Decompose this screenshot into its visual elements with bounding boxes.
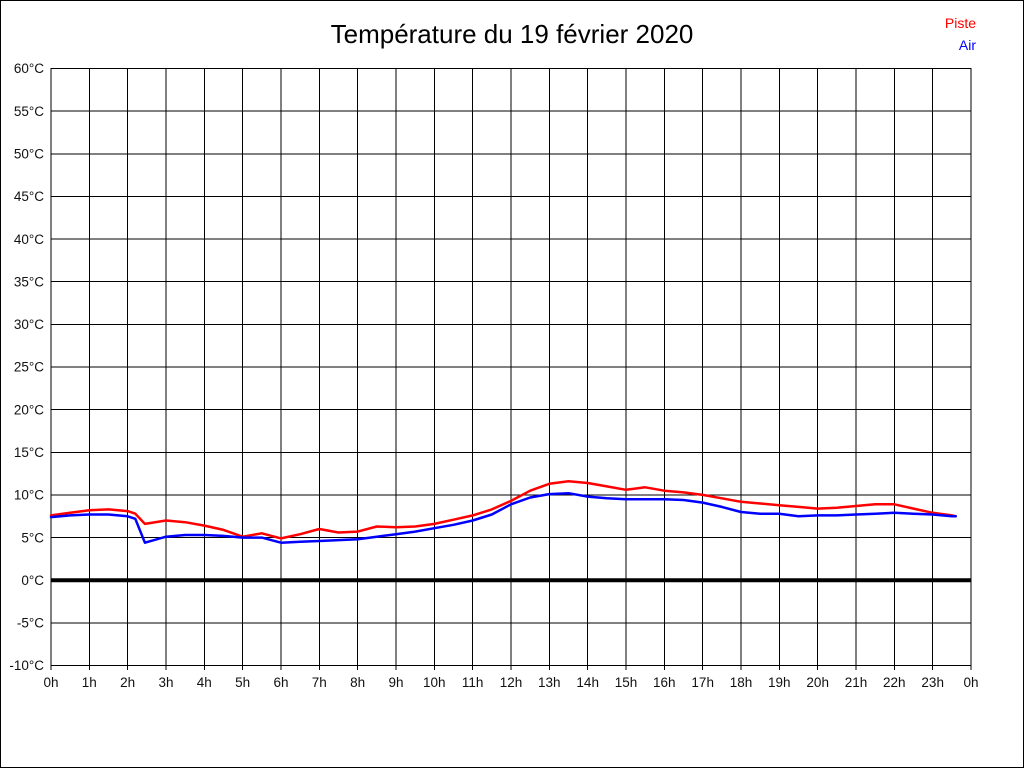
x-tick-label: 19h (768, 675, 791, 690)
x-tick-label: 3h (158, 675, 173, 690)
x-tick-label: 23h (921, 675, 944, 690)
x-tick-label: 2h (120, 675, 135, 690)
chart-legend: Piste Air (945, 12, 976, 56)
y-tick-label: 0°C (21, 573, 44, 588)
legend-label-air: Air (958, 37, 976, 53)
x-tick-label: 20h (806, 675, 829, 690)
x-tick-label: 7h (312, 675, 327, 690)
y-tick-label: 15°C (14, 445, 44, 460)
plot-border (50, 68, 972, 666)
y-tick-label: 60°C (14, 61, 44, 76)
x-tick-label: 21h (845, 675, 868, 690)
y-tick-label: 30°C (14, 317, 44, 332)
x-tick-label: 10h (423, 675, 446, 690)
y-tick-label: 25°C (14, 360, 44, 375)
chart-title: Température du 19 février 2020 (330, 19, 694, 49)
x-tick-label: 11h (462, 675, 484, 690)
series-line-air (49, 491, 957, 544)
x-tick-label: 9h (388, 675, 403, 690)
x-tick-label: 16h (653, 675, 676, 690)
x-tick-label: 0h (963, 675, 978, 690)
x-tick-label: 1h (82, 675, 97, 690)
x-tick-label: 4h (197, 675, 212, 690)
series-line-piste (49, 480, 957, 540)
y-tick-label: 35°C (14, 274, 44, 289)
x-tick-label: 8h (350, 675, 365, 690)
x-tick-label: 14h (576, 675, 599, 690)
y-tick-label: -10°C (9, 658, 44, 673)
y-tick-label: 20°C (14, 402, 44, 417)
x-tick-label: 18h (730, 675, 753, 690)
x-tick-label: 5h (235, 675, 250, 690)
y-tick-label: -5°C (17, 616, 44, 631)
legend-label-piste: Piste (944, 15, 976, 31)
x-tick-label: 0h (43, 675, 58, 690)
y-tick-label: 45°C (14, 189, 44, 204)
x-tick-label: 17h (691, 675, 714, 690)
y-tick-label: 50°C (14, 147, 44, 162)
y-tick-label: 55°C (14, 104, 44, 119)
x-tick-label: 22h (883, 675, 906, 690)
x-tick-label: 6h (273, 675, 288, 690)
x-tick-label: 13h (538, 675, 561, 690)
y-tick-label: 5°C (21, 530, 44, 545)
x-tick-label: 15h (615, 675, 638, 690)
x-tick-label: 12h (500, 675, 523, 690)
y-tick-label: 10°C (14, 488, 44, 503)
y-tick-label: 40°C (14, 232, 44, 247)
